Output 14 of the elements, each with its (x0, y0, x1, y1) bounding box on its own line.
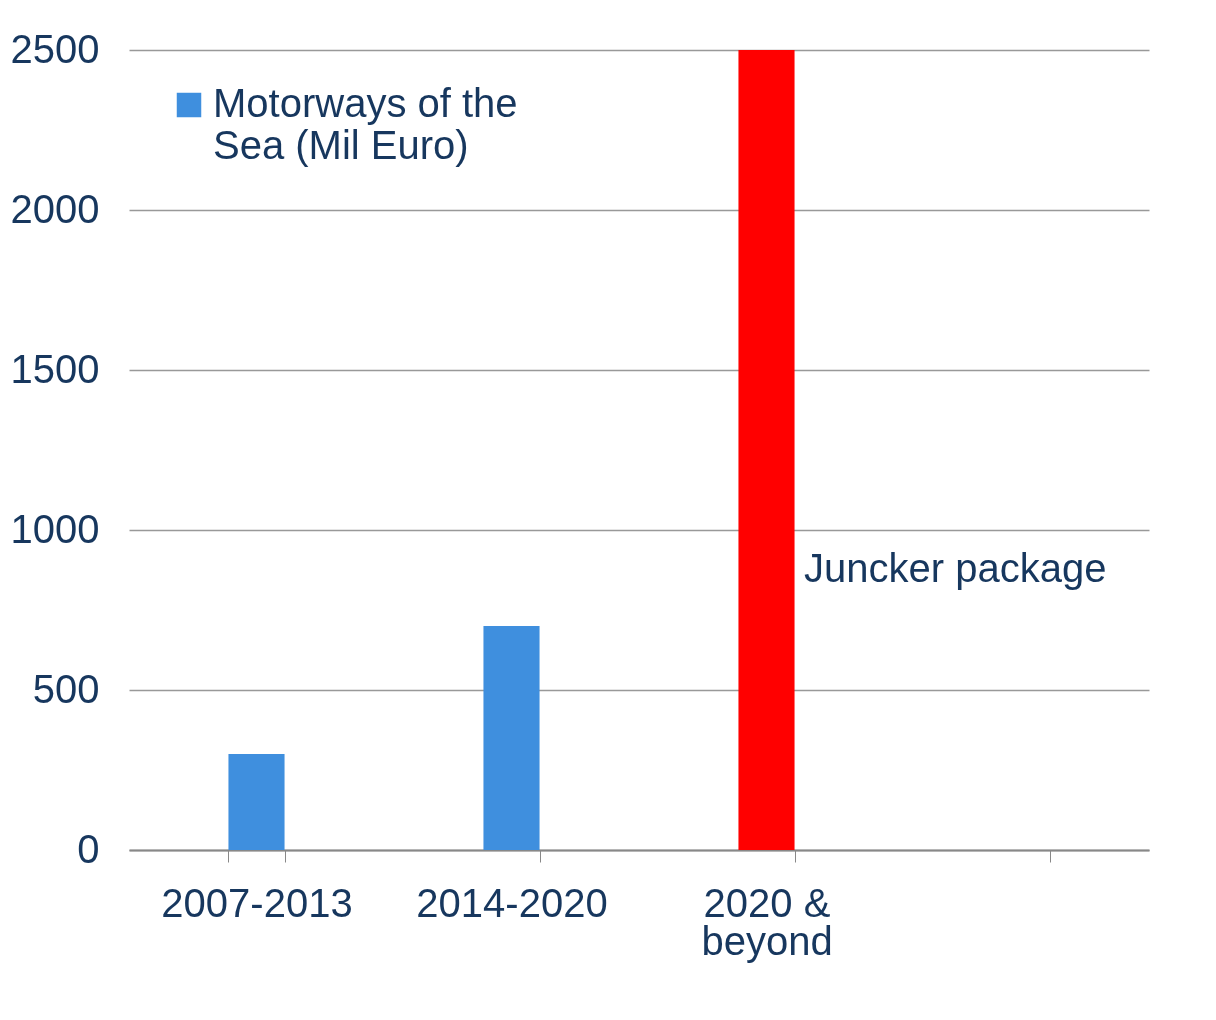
y-tick-label: 2000 (10, 186, 100, 231)
y-tick-label: 0 (77, 826, 100, 871)
x-tick-label: 2014-2020 (416, 880, 608, 925)
y-tick-label: 500 (32, 666, 100, 711)
legend-label: Motorways of the Sea (Mil Euro) (213, 81, 518, 167)
x-tick-label: 2020 & beyond (701, 880, 833, 963)
bar (228, 754, 285, 850)
x-tick-label: 2007-2013 (161, 880, 353, 925)
y-tick-label: 1000 (10, 506, 100, 551)
bar (738, 50, 795, 850)
bar (483, 626, 540, 850)
y-tick-label: 1500 (10, 346, 100, 391)
annotation: Juncker package (804, 546, 1107, 590)
y-tick-label: 2500 (10, 26, 100, 71)
